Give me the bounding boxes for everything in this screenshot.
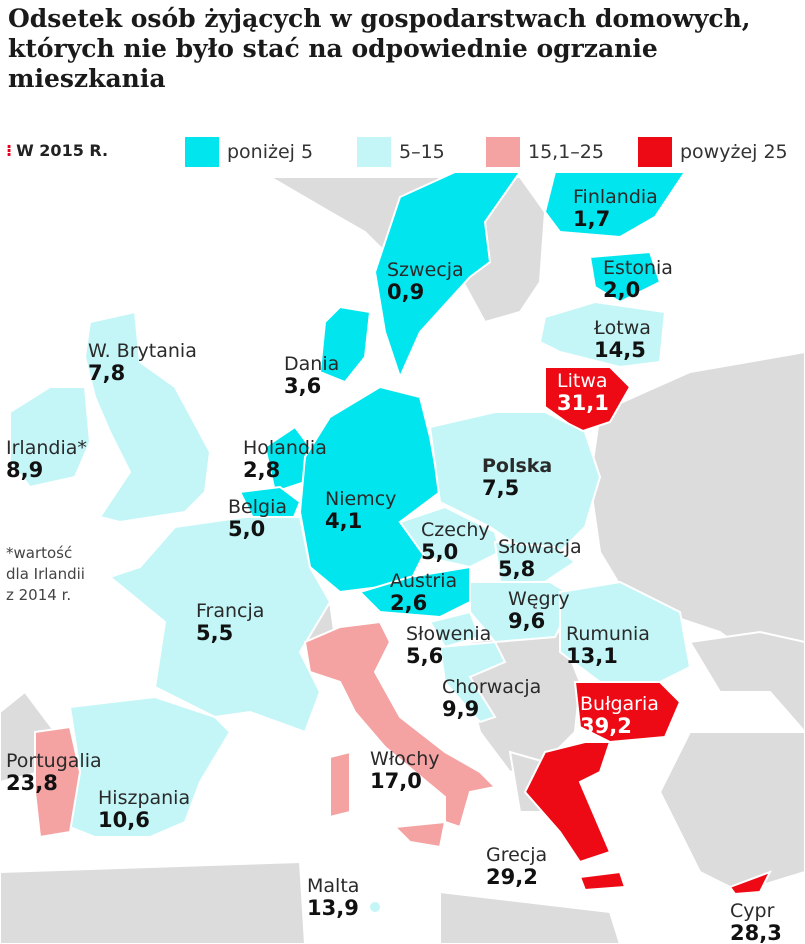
label-greece: Grecja 29,2 <box>486 844 548 889</box>
country-sardinia <box>329 750 351 819</box>
legend-year: ⁝ W 2015 R. <box>6 137 108 163</box>
legend-label: 15,1–25 <box>528 141 604 163</box>
label-finland: Finlandia 1,7 <box>573 186 658 231</box>
russia-belarus-ukraine <box>588 350 805 694</box>
label-lithuania: Litwa 31,1 <box>557 370 609 415</box>
label-italy: Włochy 17,0 <box>370 748 440 793</box>
moldova-ukraine-south <box>688 630 805 734</box>
country-poland <box>428 411 602 554</box>
legend-item-5-15: 5–15 <box>357 137 445 167</box>
non-eu-land <box>0 176 805 944</box>
bullet-dots-icon: ⁝ <box>6 140 12 160</box>
europe-map <box>0 172 805 944</box>
country-ireland <box>9 386 92 489</box>
country-sweden <box>373 172 522 380</box>
label-bulgaria: Bułgaria 39,2 <box>580 693 659 738</box>
legend-year-label: W 2015 R. <box>16 140 109 160</box>
country-slovenia <box>428 610 482 649</box>
turkey <box>658 731 805 894</box>
country-sicily <box>392 820 447 849</box>
footnote: *wartość dla Irlandii z 2014 r. <box>6 544 85 604</box>
label-netherlands: Holandia 2,8 <box>243 437 327 482</box>
map-title: Odsetek osób żyjących w gospodarstwach d… <box>8 4 751 93</box>
label-denmark: Dania 3,6 <box>284 353 340 398</box>
legend-swatch <box>638 137 672 167</box>
country-lithuania <box>544 366 632 434</box>
country-malta <box>368 900 382 914</box>
country-crete <box>578 870 627 892</box>
label-germany: Niemcy 4,1 <box>325 488 397 533</box>
label-ireland: Irlandia* 8,9 <box>6 437 87 482</box>
legend-item-15-25: 15,1–25 <box>486 137 604 167</box>
legend-label: powyżej 25 <box>680 141 788 163</box>
legend-swatch <box>185 137 219 167</box>
legend-item-below-5: poniżej 5 <box>185 137 313 167</box>
label-portugal: Portugalia 23,8 <box>6 750 102 795</box>
legend-swatch <box>486 137 520 167</box>
label-romania: Rumunia 13,1 <box>566 623 650 668</box>
label-malta: Malta 13,9 <box>307 875 360 920</box>
label-slovenia: Słowenia 5,6 <box>406 623 492 668</box>
legend-swatch <box>357 137 391 167</box>
country-italy <box>303 620 498 829</box>
country-portugal <box>34 725 82 839</box>
legend-item-above-25: powyżej 25 <box>638 137 788 167</box>
label-croatia: Chorwacja 9,9 <box>442 676 542 721</box>
country-finland <box>543 172 687 239</box>
country-latvia <box>538 300 667 369</box>
label-hungary: Węgry 9,6 <box>508 588 570 633</box>
country-estonia <box>588 250 662 304</box>
country-croatia <box>438 640 507 724</box>
legend-label: poniżej 5 <box>227 141 314 163</box>
label-estonia: Estonia 2,0 <box>603 257 673 302</box>
label-sweden: Szwecja 0,9 <box>387 259 464 304</box>
label-uk: W. Brytania 7,8 <box>88 340 197 385</box>
label-austria: Austria 2,6 <box>390 570 458 615</box>
label-belgium: Belgia 5,0 <box>228 496 287 541</box>
label-czechia: Czechy 5,0 <box>421 519 490 564</box>
legend-label: 5–15 <box>399 141 445 163</box>
north-africa <box>0 860 307 944</box>
country-denmark <box>318 305 372 384</box>
label-spain: Hiszpania 10,6 <box>98 787 191 832</box>
country-uk <box>83 310 212 524</box>
label-france: Francja 5,5 <box>196 600 265 645</box>
country-slovakia <box>493 540 577 583</box>
label-latvia: Łotwa 14,5 <box>594 317 651 362</box>
country-france <box>107 516 332 734</box>
libya <box>439 890 622 944</box>
country-bulgaria <box>573 681 682 744</box>
country-cyprus <box>728 870 773 896</box>
country-romania <box>559 580 692 683</box>
label-poland: Polska 7,5 <box>482 455 553 500</box>
label-slovakia: Słowacja 5,8 <box>498 536 582 581</box>
country-greece <box>523 741 612 864</box>
label-cyprus: Cypr 28,3 <box>730 900 782 944</box>
